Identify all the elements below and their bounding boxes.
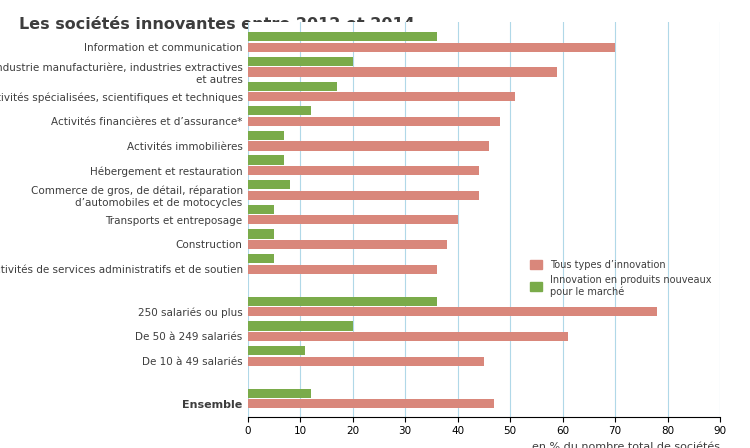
Bar [248,32,436,42]
Bar [248,297,436,306]
Bar [248,141,489,151]
Bar [248,346,305,355]
Bar [248,357,484,366]
Bar [248,389,310,398]
Bar [248,215,458,224]
Bar [248,190,478,200]
Bar [248,264,436,274]
Bar [248,106,310,116]
Bar [248,240,447,249]
Legend: Tous types d’innovation, Innovation en produits nouveaux
pour le marché: Tous types d’innovation, Innovation en p… [526,256,716,301]
Bar [248,166,478,175]
Bar [248,321,352,331]
Bar [248,399,494,409]
Bar [248,67,557,77]
Bar [248,82,337,91]
Text: Les sociétés innovantes entre 2012 et 2014: Les sociétés innovantes entre 2012 et 20… [19,17,415,32]
Bar [248,254,274,263]
Bar [248,155,284,165]
Bar [248,229,274,239]
Bar [248,92,515,101]
Bar [248,131,284,140]
Bar [248,57,352,66]
Bar [248,116,500,126]
Bar [248,205,274,214]
Bar [248,307,657,316]
Bar [248,332,568,341]
X-axis label: en % du nombre total de sociétés: en % du nombre total de sociétés [532,442,720,448]
Bar [248,43,615,52]
Bar [248,180,290,190]
